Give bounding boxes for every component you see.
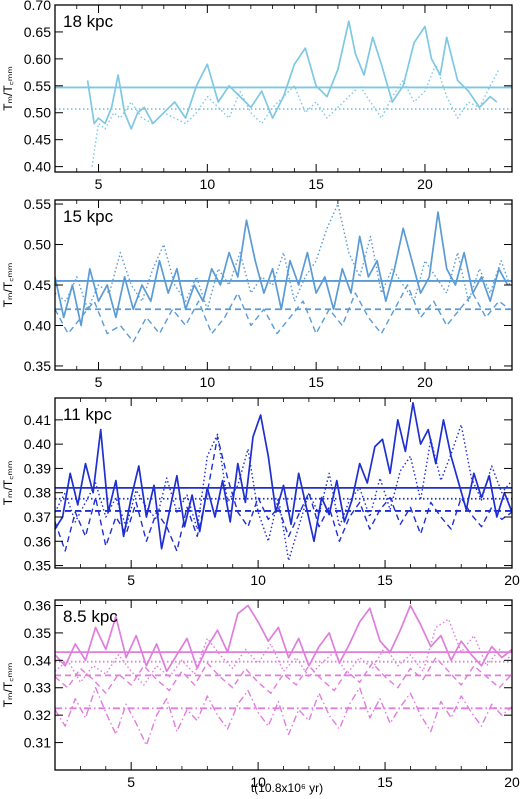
panel-11kpc-label: 11 kpc: [63, 405, 112, 424]
y-tick-label: 0.40: [24, 317, 51, 333]
y-tick-label: 0.36: [24, 597, 51, 613]
y-tick-label: 0.38: [24, 485, 51, 501]
x-tick-label-10: 10: [250, 572, 266, 588]
y-tick-label: 0.37: [24, 509, 51, 525]
panel-11kpc-ylabel: Tₘ/T꜀ₘₘ: [1, 461, 15, 506]
panel-8.5kpc-series-solid: [55, 604, 512, 673]
x-axis-title: t(10.8x10⁶ yr): [251, 781, 323, 795]
panel-18kpc-ylabel: Tₘ/T꜀ₘₘ: [1, 66, 15, 111]
x-tick-label-10: 10: [250, 774, 266, 790]
y-tick-label: 0.40: [24, 436, 51, 452]
y-tick-label: 0.31: [24, 735, 51, 751]
x-tick-label-20: 20: [417, 374, 433, 390]
panel-8.5kpc-series-dashdot: [55, 687, 512, 746]
panel-18kpc-lines: [55, 20, 512, 167]
panel-18kpc-label: 18 kpc: [63, 12, 114, 31]
x-tick-label-10: 10: [200, 374, 216, 390]
y-tick-label: 0.40: [24, 159, 51, 175]
panel-15kpc-series-dashed: [55, 284, 511, 343]
panel-15kpc: 5 10 15 20 0.35 0.40 0.45 0.50 0.55 15 kpc Tₘ/T꜀…: [1, 196, 513, 390]
y-tick-label: 0.65: [24, 24, 51, 40]
y-tick-label: 0.50: [24, 237, 51, 253]
y-tick-label: 0.41: [24, 412, 51, 428]
panel-11kpc-series-solid: [55, 402, 512, 550]
panel-18kpc-series-solid: [86, 20, 498, 130]
panel-15kpc-lines: [55, 203, 512, 343]
panel-11kpc: 5 10 15 20 0.35 0.36 0.37 0.38 0.39 0.40 0.41 11 k…: [1, 397, 520, 588]
panel-18kpc-ticks: 5 10 15 20 0.40 0.45 0.50 0.55 0.60 0.65 0.70: [24, 0, 513, 192]
panel-8.5kpc-series-dashed: [55, 656, 512, 694]
x-tick-label-5: 5: [95, 176, 103, 192]
y-tick-label: 0.32: [24, 707, 51, 723]
panel-11kpc-series-dotted: [55, 424, 512, 562]
x-tick-label-15: 15: [377, 572, 393, 588]
panel-8.5kpc: 5 10 15 200.310.320.330.340.350.36 8.5 kpc …: [1, 597, 520, 790]
y-tick-label: 0.33: [24, 680, 51, 696]
panel-15kpc-series-solid: [55, 211, 509, 327]
x-tick-label-20: 20: [417, 176, 433, 192]
panel-8.5kpc-label: 8.5 kpc: [63, 607, 118, 626]
y-tick-label: 0.35: [24, 625, 51, 641]
panel-8.5kpc-ylabel: Tₘ/T꜀ₘₘ: [1, 663, 15, 708]
panel-18kpc: 5 10 15 20 0.40 0.45 0.50 0.55 0.60 0.65 0.70 18 k…: [1, 0, 513, 192]
y-tick-label: 0.35: [24, 358, 51, 374]
panel-15kpc-label: 15 kpc: [63, 207, 114, 226]
y-tick-label: 0.45: [24, 132, 51, 148]
x-tick-label-15: 15: [308, 176, 324, 192]
x-tick-label-15: 15: [308, 374, 324, 390]
y-tick-label: 0.50: [24, 105, 51, 121]
y-tick-label: 0.35: [24, 558, 51, 574]
panel-18kpc-frame: [54, 4, 513, 173]
x-tick-label-5: 5: [127, 572, 135, 588]
x-tick-label-20: 20: [504, 572, 520, 588]
x-tick-label-5: 5: [95, 374, 103, 390]
panel-8.5kpc-ticks: 5 10 15 20 0.31 0.32 0.33 0.34 0.35 0.36: [24, 597, 520, 790]
y-tick-label: 0.39: [24, 460, 51, 476]
x-tick-label-15: 15: [377, 774, 393, 790]
x-tick-label-5: 5: [127, 774, 135, 790]
y-tick-label: 0.34: [24, 652, 51, 668]
panel-15kpc-ticks: 5 10 15 20 0.35 0.40 0.45 0.50 0.55: [24, 196, 513, 390]
y-tick-label: 0.36: [24, 533, 51, 549]
panel-11kpc-lines: [55, 402, 512, 562]
y-tick-label: 0.55: [24, 196, 51, 212]
x-tick-label-10: 10: [200, 176, 216, 192]
panel-8.5kpc-lines: [55, 604, 512, 746]
panel-11kpc-series-dashed: [55, 436, 512, 552]
y-tick-label: 0.55: [24, 78, 51, 94]
y-tick-label: 0.70: [24, 0, 51, 13]
y-tick-label: 0.60: [24, 51, 51, 67]
panel-11kpc-ticks: 5 10 15 20 0.35 0.36 0.37 0.38 0.39 0.40 0.41: [24, 398, 520, 588]
x-tick-label-20: 20: [504, 774, 520, 790]
panel-15kpc-ylabel: Tₘ/T꜀ₘₘ: [1, 263, 15, 308]
y-tick-label: 0.45: [24, 277, 51, 293]
